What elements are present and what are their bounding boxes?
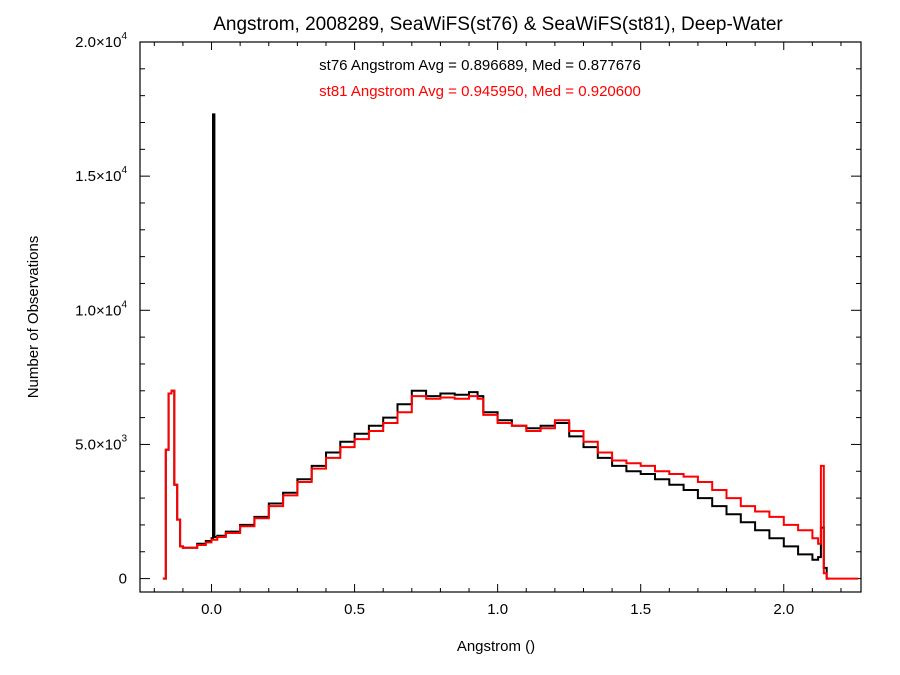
y-tick-label: 1.0×104 <box>75 299 127 319</box>
plot-frame <box>139 41 862 593</box>
x-tick-label: 0.5 <box>344 601 365 618</box>
chart-title: Angstrom, 2008289, SeaWiFS(st76) & SeaWi… <box>213 14 783 35</box>
series-line-0 <box>162 113 830 580</box>
y-tick-label: 1.5×104 <box>75 165 127 185</box>
y-tick-label: 5.0×103 <box>75 433 127 453</box>
x-axis-label: Angstrom () <box>457 638 535 655</box>
series-line-1 <box>162 389 859 580</box>
y-tick-label: 0 <box>119 571 127 588</box>
st76-stats-annotation: st76 Angstrom Avg = 0.896689, Med = 0.87… <box>319 57 641 74</box>
y-axis-label: Number of Observations <box>25 236 42 399</box>
x-tick-label: 0.0 <box>201 601 222 618</box>
axis-ticks: 0.0 0.5 1.0 1.5 2.0 0 5.0×103 1.0×104 1.5×104 2.0… <box>75 31 861 618</box>
y-tick-label: 2.0×104 <box>75 31 127 51</box>
x-tick-label: 2.0 <box>773 601 794 618</box>
x-tick-label: 1.5 <box>630 601 651 618</box>
st81-stats-annotation: st81 Angstrom Avg = 0.945950, Med = 0.92… <box>319 83 641 100</box>
x-tick-label: 1.0 <box>487 601 508 618</box>
series-layer <box>162 113 859 580</box>
